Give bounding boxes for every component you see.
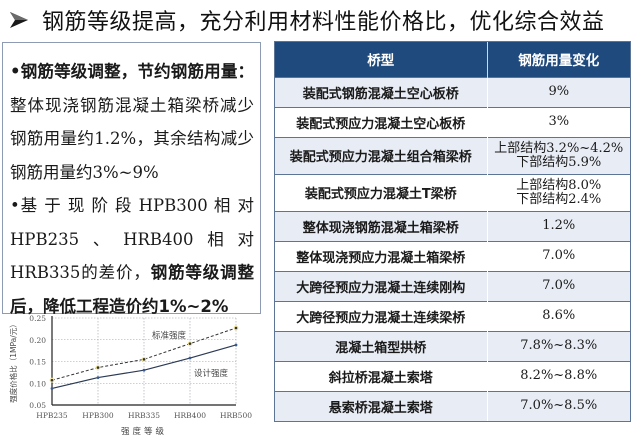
bridge-type-cell: 悬索桥混凝土索塔 (275, 390, 488, 421)
y-tick-label: 0.05 (29, 401, 46, 410)
table-row: 整体现浇预应力混凝土箱梁桥 7.0% (275, 240, 630, 271)
data-marker (234, 326, 238, 330)
data-marker (142, 368, 146, 372)
data-marker (96, 376, 100, 379)
table-row: 整体现浇钢筋混凝土箱梁桥 1.2% (275, 210, 630, 241)
bridge-type-cell: 装配式预应力混凝土空心板桥 (275, 106, 488, 137)
table-header-row: 桥型 钢筋用量变化 (275, 42, 630, 77)
arrow-right-triangle-icon (10, 12, 28, 28)
table-row: 大跨径预应力混凝土连续梁桥 8.6% (275, 300, 630, 331)
x-axis-label: 强度等级 (121, 426, 167, 437)
bridge-type-cell: 大跨径预应力混凝土连续刚构 (275, 270, 488, 301)
table-row: 混凝土箱型拱桥 7.8%~8.3% (275, 330, 630, 361)
paragraph1-lead: 钢筋等级调整，节约钢筋用量： (20, 62, 254, 81)
line-chart: 0.05 0.10 0.15 0.20 0.25 HPB235 HPB300 HRB335 HR… (8, 314, 252, 437)
steel-usage-table: 桥型 钢筋用量变化 装配式钢筋混凝土空心板桥 9% 装配式预应力混凝土空心板桥 3% 装… (274, 41, 631, 422)
steel-change-lower: 下部结构5.9% (516, 154, 602, 170)
data-marker (96, 366, 100, 369)
data-marker (50, 378, 54, 382)
y-axis-label: 强度价格比（1MPa/元） (8, 320, 18, 403)
bridge-type-cell: 混凝土箱型拱桥 (275, 330, 488, 361)
bridge-type-cell: 斜拉桥混凝土索塔 (275, 360, 488, 391)
steel-change-cell: 3% (487, 106, 630, 137)
steel-change-cell: 7.0% (487, 270, 630, 301)
steel-change-cell: 1.2% (487, 210, 630, 241)
bridge-type-cell: 装配式预应力混凝土组合箱梁桥 (275, 136, 488, 174)
steel-change-upper: 上部结构3.2%~4.2% (494, 140, 624, 156)
header-steel-change: 钢筋用量变化 (487, 42, 630, 77)
paragraph2-bold-tail: 钢筋等级调整后，降低工程造价约1%~2% (10, 263, 255, 316)
x-tick-label: HRB400 (174, 411, 206, 420)
x-tick-label: HRB335 (128, 411, 160, 420)
steel-change-cell: 7.8%~8.3% (487, 330, 630, 361)
table-row: 装配式预应力混凝土T梁桥 上部结构8.0% 下部结构2.4% (275, 173, 630, 211)
summary-text-box: •钢筋等级调整，节约钢筋用量：整体现浇钢筋混凝土箱梁桥减少钢筋用量约1.2%，其… (2, 42, 261, 316)
paragraph-steel-savings: •钢筋等级调整，节约钢筋用量：整体现浇钢筋混凝土箱梁桥减少钢筋用量约1.2%，其… (10, 62, 254, 182)
steel-change-cell: 7.0% (487, 240, 630, 271)
title-text: 钢筋等级提高，充分利用材料性能价格比，优化综合效益 (42, 10, 605, 35)
data-marker (142, 358, 146, 361)
table-row: 装配式预应力混凝土空心板桥 3% (275, 106, 630, 137)
paragraph1-body: 整体现浇钢筋混凝土箱梁桥减少钢筋用量约1.2%，其余结构减少钢筋用量约3%~9% (10, 95, 254, 182)
steel-change-lower: 下部结构2.4% (516, 191, 602, 207)
data-marker (234, 343, 238, 347)
table-row: 装配式预应力混凝土组合箱梁桥 上部结构3.2%~4.2% 下部结构5.9% (275, 136, 630, 174)
annotation-standard-strength: 标准强度 (152, 330, 187, 341)
data-marker (50, 387, 54, 390)
x-tick-label: HPB235 (36, 411, 68, 420)
data-marker (188, 342, 192, 345)
y-tick-label: 0.10 (29, 379, 46, 388)
table-row: 装配式钢筋混凝土空心板桥 9% (275, 76, 630, 107)
table-row: 斜拉桥混凝土索塔 8.2%~8.8% (275, 360, 630, 391)
steel-change-cell: 8.6% (487, 300, 630, 331)
data-marker (188, 356, 192, 360)
steel-change-cell: 上部结构3.2%~4.2% 下部结构5.9% (487, 136, 630, 174)
series-line-0 (51, 327, 237, 381)
annotation-design-strength: 设计强度 (194, 368, 229, 379)
x-tick-label: HRB500 (220, 411, 252, 420)
table-row: 大跨径预应力混凝土连续刚构 7.0% (275, 270, 630, 301)
steel-change-cell: 上部结构8.0% 下部结构2.4% (487, 173, 630, 211)
bridge-type-cell: 大跨径预应力混凝土连续梁桥 (275, 300, 488, 331)
table-row: 悬索桥混凝土索塔 7.0%~8.5% (275, 390, 630, 421)
bridge-type-cell: 整体现浇预应力混凝土箱梁桥 (275, 240, 488, 271)
strength-price-ratio-chart: 0.05 0.10 0.15 0.20 0.25 HPB235 HPB300 HRB335 HR… (4, 310, 260, 438)
bridge-type-cell: 装配式预应力混凝土T梁桥 (275, 173, 488, 211)
bridge-type-cell: 装配式钢筋混凝土空心板桥 (275, 76, 488, 107)
bridge-type-cell: 整体现浇钢筋混凝土箱梁桥 (275, 210, 488, 241)
y-tick-label: 0.25 (29, 314, 46, 323)
slide-title: 钢筋等级提高，充分利用材料性能价格比，优化综合效益 (8, 4, 605, 36)
steel-change-cell: 9% (487, 76, 630, 107)
header-bridge-type: 桥型 (275, 42, 488, 77)
steel-change-cell: 8.2%~8.8% (487, 360, 630, 391)
paragraph2-body: 基 于 现 阶 段 HPB300 相 对 HPB235、HRB400相对HRB3… (10, 196, 254, 282)
y-tick-label: 0.20 (29, 336, 46, 345)
paragraph-cost-reduction: •基 于 现 阶 段 HPB300 相 对 HPB235、HRB400相对HRB… (10, 196, 255, 316)
y-tick-label: 0.15 (29, 358, 46, 367)
steel-change-cell: 7.0%~8.5% (487, 390, 630, 421)
steel-change-upper: 上部结构8.0% (516, 177, 602, 193)
x-tick-label: HPB300 (82, 411, 114, 420)
